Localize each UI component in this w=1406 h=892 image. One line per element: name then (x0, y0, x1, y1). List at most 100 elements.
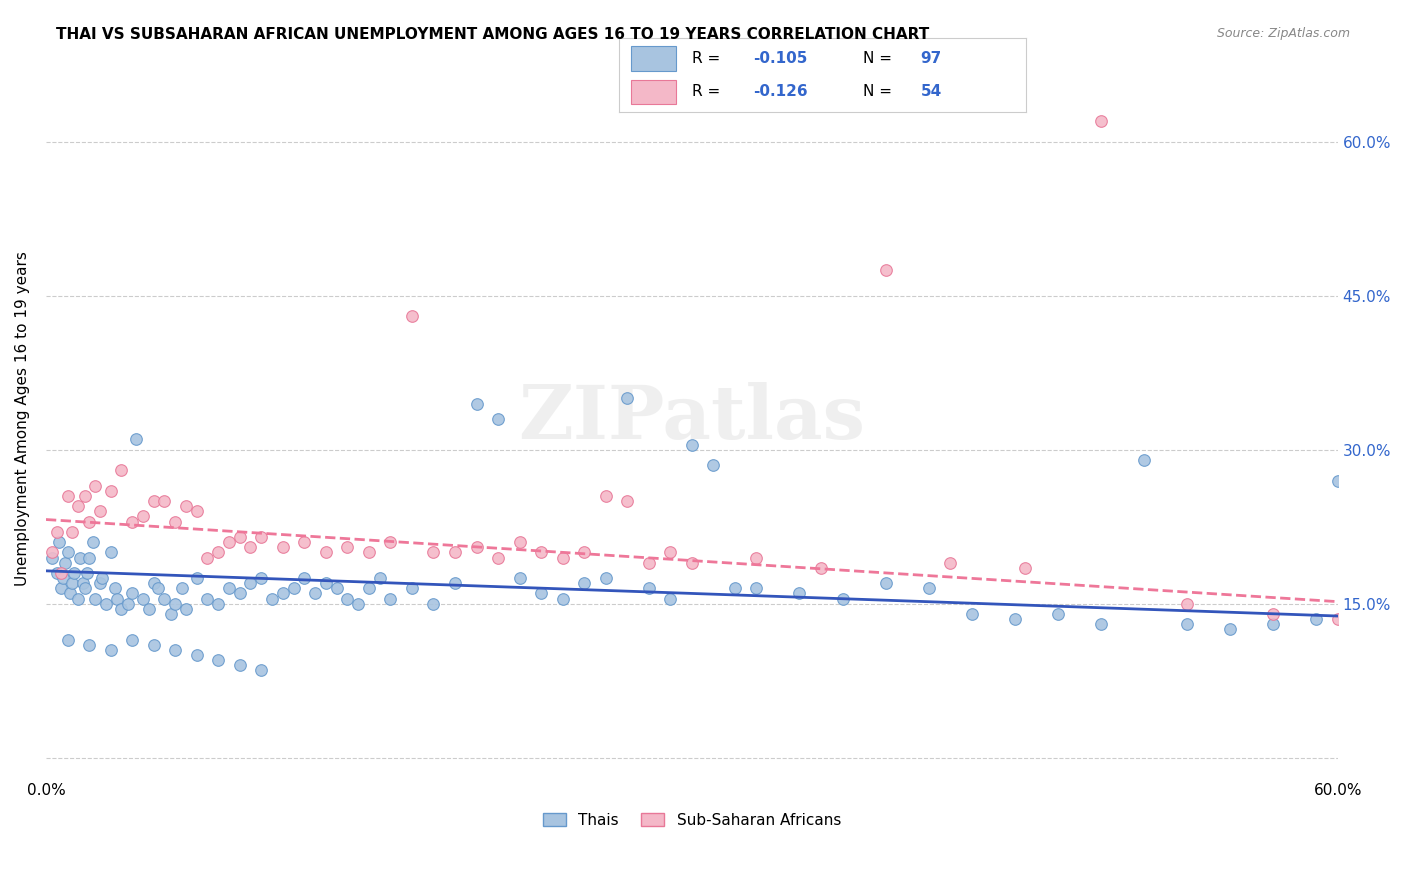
Point (1261, 607, 1284, 621)
Point (315, 545, 337, 559)
Point (422, 597, 444, 611)
Point (89, 576, 111, 591)
Point (380, 535, 402, 549)
Point (77, 515, 100, 529)
Point (117, 597, 139, 611)
Point (77, 638, 100, 652)
Point (186, 648, 208, 662)
Point (1219, 623, 1241, 637)
Point (63, 566, 86, 580)
Point (138, 602, 160, 616)
Point (49, 566, 72, 580)
Point (250, 664, 273, 678)
Point (509, 535, 531, 549)
Point (41, 550, 63, 565)
Point (292, 571, 315, 585)
Point (84, 591, 107, 606)
Point (153, 494, 176, 508)
Point (789, 586, 811, 600)
Point (59, 586, 82, 600)
Point (659, 591, 682, 606)
Point (250, 530, 273, 544)
Point (810, 561, 832, 575)
Point (174, 602, 197, 616)
Point (84, 478, 107, 492)
Point (73, 489, 96, 503)
Point (69, 550, 91, 565)
Point (56, 632, 79, 647)
Point (637, 582, 659, 596)
Point (702, 458, 724, 472)
Text: ZIPatlas: ZIPatlas (519, 383, 865, 456)
Point (681, 437, 703, 451)
Point (572, 576, 595, 591)
Point (165, 643, 187, 657)
Point (444, 545, 467, 559)
Point (1175, 617, 1198, 632)
Point (105, 591, 128, 606)
Point (304, 586, 326, 600)
Y-axis label: Unemployment Among Ages 16 to 19 years: Unemployment Among Ages 16 to 19 years (15, 252, 30, 586)
Point (595, 489, 617, 503)
Point (595, 571, 617, 585)
Point (831, 591, 853, 606)
Point (250, 571, 273, 585)
Text: Source: ZipAtlas.com: Source: ZipAtlas.com (1216, 27, 1350, 40)
Point (121, 632, 143, 647)
Point (197, 591, 219, 606)
Point (110, 463, 132, 477)
Point (165, 515, 187, 529)
Point (100, 545, 122, 559)
Point (315, 576, 337, 591)
Point (260, 591, 283, 606)
Point (875, 576, 897, 591)
Point (170, 582, 193, 596)
Point (659, 545, 682, 559)
Point (745, 582, 768, 596)
Point (73, 582, 96, 596)
Point (486, 550, 509, 565)
Point (422, 545, 444, 559)
Point (53, 556, 76, 570)
Point (49, 582, 72, 596)
Point (325, 582, 347, 596)
Point (76, 566, 98, 580)
Point (174, 499, 197, 513)
Point (82, 535, 104, 549)
Bar (631, 46, 676, 70)
Point (401, 582, 423, 596)
Point (132, 509, 155, 524)
Point (1261, 617, 1284, 632)
Point (939, 556, 962, 570)
Point (1305, 612, 1327, 626)
Point (283, 582, 305, 596)
Point (292, 535, 315, 549)
Point (1090, 114, 1112, 128)
Point (186, 504, 208, 518)
Point (572, 545, 595, 559)
Point (347, 597, 370, 611)
Point (56, 545, 79, 559)
Point (160, 607, 183, 621)
Point (186, 571, 208, 585)
Point (77, 550, 100, 565)
Point (207, 653, 229, 667)
Point (465, 396, 488, 410)
Legend: Thais, Sub-Saharan Africans: Thais, Sub-Saharan Africans (536, 805, 849, 835)
Point (60, 576, 83, 591)
Point (745, 550, 768, 565)
Point (100, 483, 122, 498)
Text: THAI VS SUBSAHARAN AFRICAN UNEMPLOYMENT AMONG AGES 16 TO 19 YEARS CORRELATION CH: THAI VS SUBSAHARAN AFRICAN UNEMPLOYMENT … (56, 27, 929, 42)
Text: -0.105: -0.105 (754, 51, 807, 66)
Point (197, 550, 219, 565)
Point (875, 263, 897, 277)
Point (637, 556, 659, 570)
Point (153, 591, 176, 606)
Point (401, 310, 423, 324)
Point (45, 566, 67, 580)
Point (486, 412, 509, 426)
Point (41, 545, 63, 559)
Point (380, 591, 402, 606)
Point (271, 540, 294, 554)
Point (616, 392, 638, 406)
